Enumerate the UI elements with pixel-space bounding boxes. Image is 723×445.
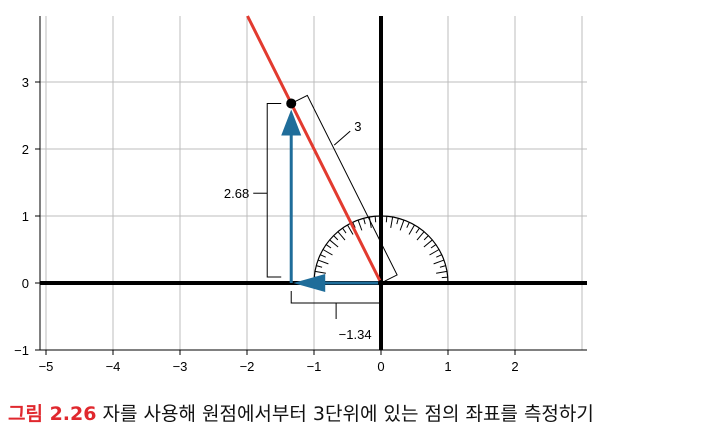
protractor-tick <box>352 222 356 228</box>
protractor-tick <box>314 270 326 274</box>
protractor-tick <box>390 216 394 228</box>
protractor-tick <box>347 224 354 235</box>
y-tick-label: −1 <box>14 343 29 358</box>
ruler-line <box>246 15 383 284</box>
protractor-tick <box>333 235 339 241</box>
protractor-tick <box>342 227 347 234</box>
protractor-tick <box>408 224 415 235</box>
protractor-tick <box>436 254 442 258</box>
caption-label: 그림 2.26 <box>8 403 97 425</box>
y-tick-label: 1 <box>22 209 29 224</box>
protractor-tick <box>429 249 440 256</box>
radius-leader <box>333 130 351 146</box>
y-tick-label: 3 <box>22 75 29 90</box>
protractor-tick <box>316 265 323 268</box>
protractor-tick <box>385 216 388 223</box>
figure-caption: 그림 2.26 자를 사용해 원점에서부터 3단위에 있는 점의 좌표를 측정하… <box>8 399 594 426</box>
protractor-tick <box>441 276 448 279</box>
protractor-tick <box>363 218 366 225</box>
protractor-tick <box>320 254 326 258</box>
x-tick-label: 1 <box>444 359 451 374</box>
protractor-tick <box>430 244 437 249</box>
protractor-tick <box>416 231 425 241</box>
y-tick-label: 0 <box>22 276 29 291</box>
protractor <box>313 215 449 284</box>
y-bracket <box>266 102 282 278</box>
grid-lines <box>40 16 587 350</box>
radius-label: 3 <box>354 119 361 134</box>
measurement-marks: 3 2.68 −1.34 <box>224 15 398 342</box>
protractor-tick <box>406 222 410 228</box>
x-tick-label: 0 <box>377 359 384 374</box>
protractor-tick <box>399 219 405 231</box>
y-coord-label: 2.68 <box>224 186 249 201</box>
measured-point <box>286 98 297 109</box>
y-tick-label: 2 <box>22 142 29 157</box>
protractor-tick <box>337 231 346 241</box>
protractor-tick <box>436 270 448 274</box>
coordinate-diagram: −5 −4 −3 −2 −1 0 1 2 −1 0 1 2 3 3 2.68 −1.34 <box>14 15 587 374</box>
x-tick-label: −1 <box>307 359 322 374</box>
protractor-tick <box>317 259 329 265</box>
x-tick-label: 2 <box>511 359 518 374</box>
protractor-tick <box>415 227 420 234</box>
protractor-tick <box>357 219 363 231</box>
protractor-tick <box>439 265 446 268</box>
x-tick-label: −2 <box>240 359 255 374</box>
protractor-tick <box>423 235 429 241</box>
protractor-tick <box>322 249 333 256</box>
x-vector-arrowhead <box>293 274 326 292</box>
protractor-tick <box>325 244 332 249</box>
x-tick-label: −4 <box>106 359 121 374</box>
tick-labels: −5 −4 −3 −2 −1 0 1 2 −1 0 1 2 3 <box>14 75 518 374</box>
x-tick-label: −3 <box>173 359 188 374</box>
protractor-tick <box>423 239 433 248</box>
protractor-tick <box>433 259 445 265</box>
protractor-tick <box>396 218 399 225</box>
origin-point <box>378 280 384 286</box>
y-vector-arrowhead <box>281 109 302 136</box>
protractor-tick <box>329 239 339 248</box>
radius-bracket <box>294 94 398 282</box>
caption-text: 자를 사용해 원점에서부터 3단위에 있는 점의 좌표를 측정하기 <box>96 403 594 425</box>
x-tick-label: −5 <box>39 359 54 374</box>
protractor-tick <box>374 216 377 223</box>
x-coord-label: −1.34 <box>339 327 372 342</box>
